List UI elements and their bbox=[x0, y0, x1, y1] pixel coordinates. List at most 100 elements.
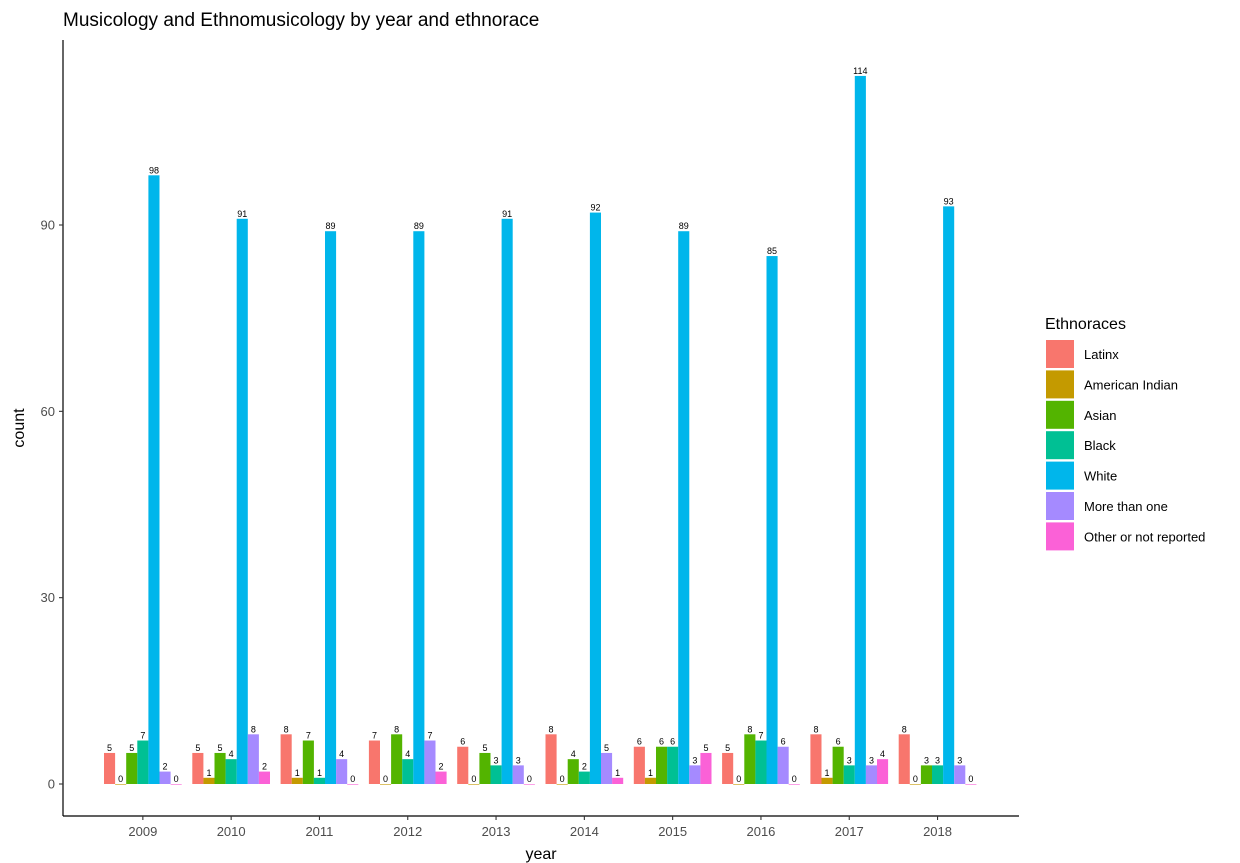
bar bbox=[523, 784, 535, 785]
bar bbox=[236, 218, 248, 785]
bar-value-label: 0 bbox=[118, 774, 123, 784]
bar bbox=[567, 759, 579, 784]
bar-value-label: 5 bbox=[482, 743, 487, 753]
x-tick-label: 2014 bbox=[570, 824, 599, 839]
bar-value-label: 7 bbox=[306, 731, 311, 741]
y-tick-label: 60 bbox=[41, 404, 55, 419]
bar bbox=[788, 784, 800, 785]
bar bbox=[468, 784, 480, 785]
bar bbox=[490, 765, 502, 784]
bar-labels-group: 5057982051549182817189407084897260539130… bbox=[107, 66, 973, 784]
bar-value-label: 1 bbox=[615, 768, 620, 778]
bar bbox=[667, 746, 679, 784]
bar bbox=[943, 206, 955, 784]
bar-value-label: 114 bbox=[853, 66, 867, 76]
bar bbox=[512, 765, 524, 784]
bar bbox=[115, 784, 127, 785]
x-tick-label: 2018 bbox=[923, 824, 952, 839]
bar bbox=[336, 759, 348, 784]
bar-value-label: 92 bbox=[590, 203, 600, 213]
y-axis: 0 30 60 90 bbox=[41, 40, 64, 816]
bar bbox=[104, 752, 116, 784]
bar-value-label: 8 bbox=[813, 724, 818, 734]
bar-value-label: 3 bbox=[957, 755, 962, 765]
bar bbox=[920, 765, 932, 784]
bar-value-label: 7 bbox=[427, 731, 432, 741]
legend-label: Latinx bbox=[1084, 347, 1119, 362]
bar bbox=[368, 740, 380, 784]
bar-value-label: 6 bbox=[460, 737, 465, 747]
bar bbox=[126, 752, 138, 784]
bar-value-label: 8 bbox=[902, 724, 907, 734]
legend-swatch bbox=[1046, 492, 1074, 520]
bar-value-label: 5 bbox=[218, 743, 223, 753]
x-tick-label: 2011 bbox=[305, 824, 333, 839]
bar bbox=[909, 784, 921, 785]
bar bbox=[159, 771, 171, 784]
bar-value-label: 2 bbox=[439, 762, 444, 772]
bar-value-label: 0 bbox=[174, 774, 179, 784]
bar-value-label: 8 bbox=[549, 724, 554, 734]
bar bbox=[733, 784, 745, 785]
bar bbox=[633, 746, 645, 784]
bar-value-label: 0 bbox=[350, 774, 355, 784]
bar-value-label: 5 bbox=[604, 743, 609, 753]
bar bbox=[722, 752, 734, 784]
bar-value-label: 89 bbox=[414, 221, 424, 231]
bar bbox=[501, 218, 513, 785]
bar bbox=[678, 231, 690, 784]
legend: Ethnoraces Latinx American Indian Asian Bla… bbox=[1045, 316, 1205, 551]
bar bbox=[556, 784, 568, 785]
bar bbox=[601, 752, 613, 784]
legend-swatch bbox=[1046, 400, 1074, 429]
x-tick-label: 2009 bbox=[128, 824, 157, 839]
legend-label: White bbox=[1084, 469, 1117, 484]
bar-value-label: 0 bbox=[736, 774, 741, 784]
bar-value-label: 1 bbox=[295, 768, 300, 778]
bar-value-label: 98 bbox=[149, 165, 159, 175]
bar bbox=[247, 734, 259, 784]
bar bbox=[545, 734, 557, 784]
bar-value-label: 4 bbox=[571, 749, 576, 759]
x-tick-label: 2012 bbox=[393, 824, 422, 839]
bar bbox=[578, 771, 590, 784]
x-axis: 2009 2010 2011 2012 2013 2014 2015 2016 2017 2018 bbox=[63, 815, 1019, 839]
bar bbox=[325, 231, 337, 784]
bar-value-label: 6 bbox=[637, 737, 642, 747]
legend-swatch bbox=[1046, 370, 1074, 399]
bar-value-label: 91 bbox=[237, 209, 247, 219]
bar bbox=[865, 765, 877, 784]
bar-value-label: 7 bbox=[140, 731, 145, 741]
bar-value-label: 4 bbox=[339, 749, 344, 759]
legend-swatch bbox=[1046, 431, 1074, 460]
bar-value-label: 93 bbox=[944, 196, 954, 206]
legend-label: Other or not reported bbox=[1084, 529, 1205, 544]
bar bbox=[777, 746, 789, 784]
bar-value-label: 1 bbox=[825, 768, 830, 778]
legend-swatch bbox=[1046, 461, 1074, 490]
bar bbox=[821, 777, 833, 784]
bar-value-label: 6 bbox=[836, 737, 841, 747]
x-axis-title: year bbox=[525, 846, 557, 863]
bar-value-label: 8 bbox=[284, 724, 289, 734]
bar-value-label: 5 bbox=[725, 743, 730, 753]
chart-title: Musicology and Ethnomusicology by year a… bbox=[63, 10, 539, 31]
bar bbox=[589, 212, 601, 785]
bar-value-label: 89 bbox=[326, 221, 336, 231]
bar-value-label: 1 bbox=[648, 768, 653, 778]
bar bbox=[898, 734, 910, 784]
bar bbox=[402, 759, 414, 784]
bar bbox=[347, 784, 359, 785]
bar bbox=[612, 777, 624, 784]
bar bbox=[214, 752, 226, 784]
bar bbox=[656, 746, 668, 784]
bar bbox=[854, 75, 866, 784]
bar bbox=[877, 759, 889, 784]
bar-value-label: 5 bbox=[195, 743, 200, 753]
bar-value-label: 7 bbox=[372, 731, 377, 741]
legend-swatch bbox=[1046, 340, 1074, 368]
y-axis-title: count bbox=[11, 408, 28, 448]
y-tick-label: 0 bbox=[48, 777, 55, 792]
bar bbox=[435, 771, 447, 784]
bar bbox=[413, 231, 425, 784]
